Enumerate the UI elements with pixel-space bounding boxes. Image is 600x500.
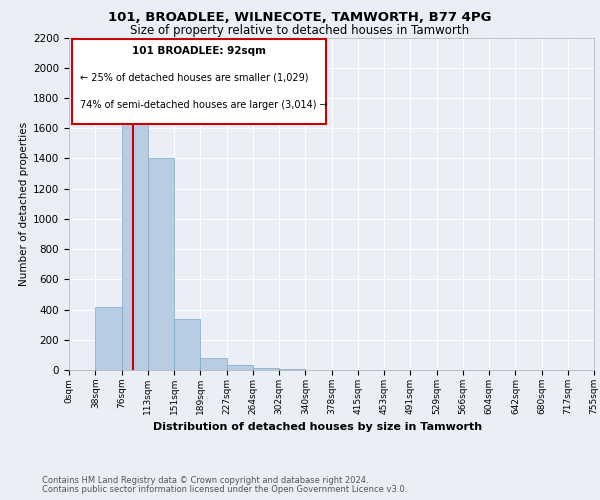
FancyBboxPatch shape [71,39,326,124]
Bar [200,358,227,370]
Text: Size of property relative to detached houses in Tamworth: Size of property relative to detached ho… [130,24,470,37]
Text: Distribution of detached houses by size in Tamworth: Distribution of detached houses by size … [154,422,482,432]
Text: ← 25% of detached houses are smaller (1,029): ← 25% of detached houses are smaller (1,… [79,72,308,83]
Text: Contains public sector information licensed under the Open Government Licence v3: Contains public sector information licen… [42,485,407,494]
Bar [279,369,305,370]
Text: 101, BROADLEE, WILNECOTE, TAMWORTH, B77 4PG: 101, BROADLEE, WILNECOTE, TAMWORTH, B77 … [108,11,492,24]
Text: 74% of semi-detached houses are larger (3,014) →: 74% of semi-detached houses are larger (… [79,100,327,110]
Bar [174,318,200,370]
Bar [253,368,279,370]
Bar [122,98,148,370]
Bar [148,158,174,370]
Bar [95,306,122,370]
Y-axis label: Number of detached properties: Number of detached properties [19,122,29,286]
Bar [227,366,253,370]
Text: Contains HM Land Registry data © Crown copyright and database right 2024.: Contains HM Land Registry data © Crown c… [42,476,368,485]
Text: 101 BROADLEE: 92sqm: 101 BROADLEE: 92sqm [132,46,266,56]
